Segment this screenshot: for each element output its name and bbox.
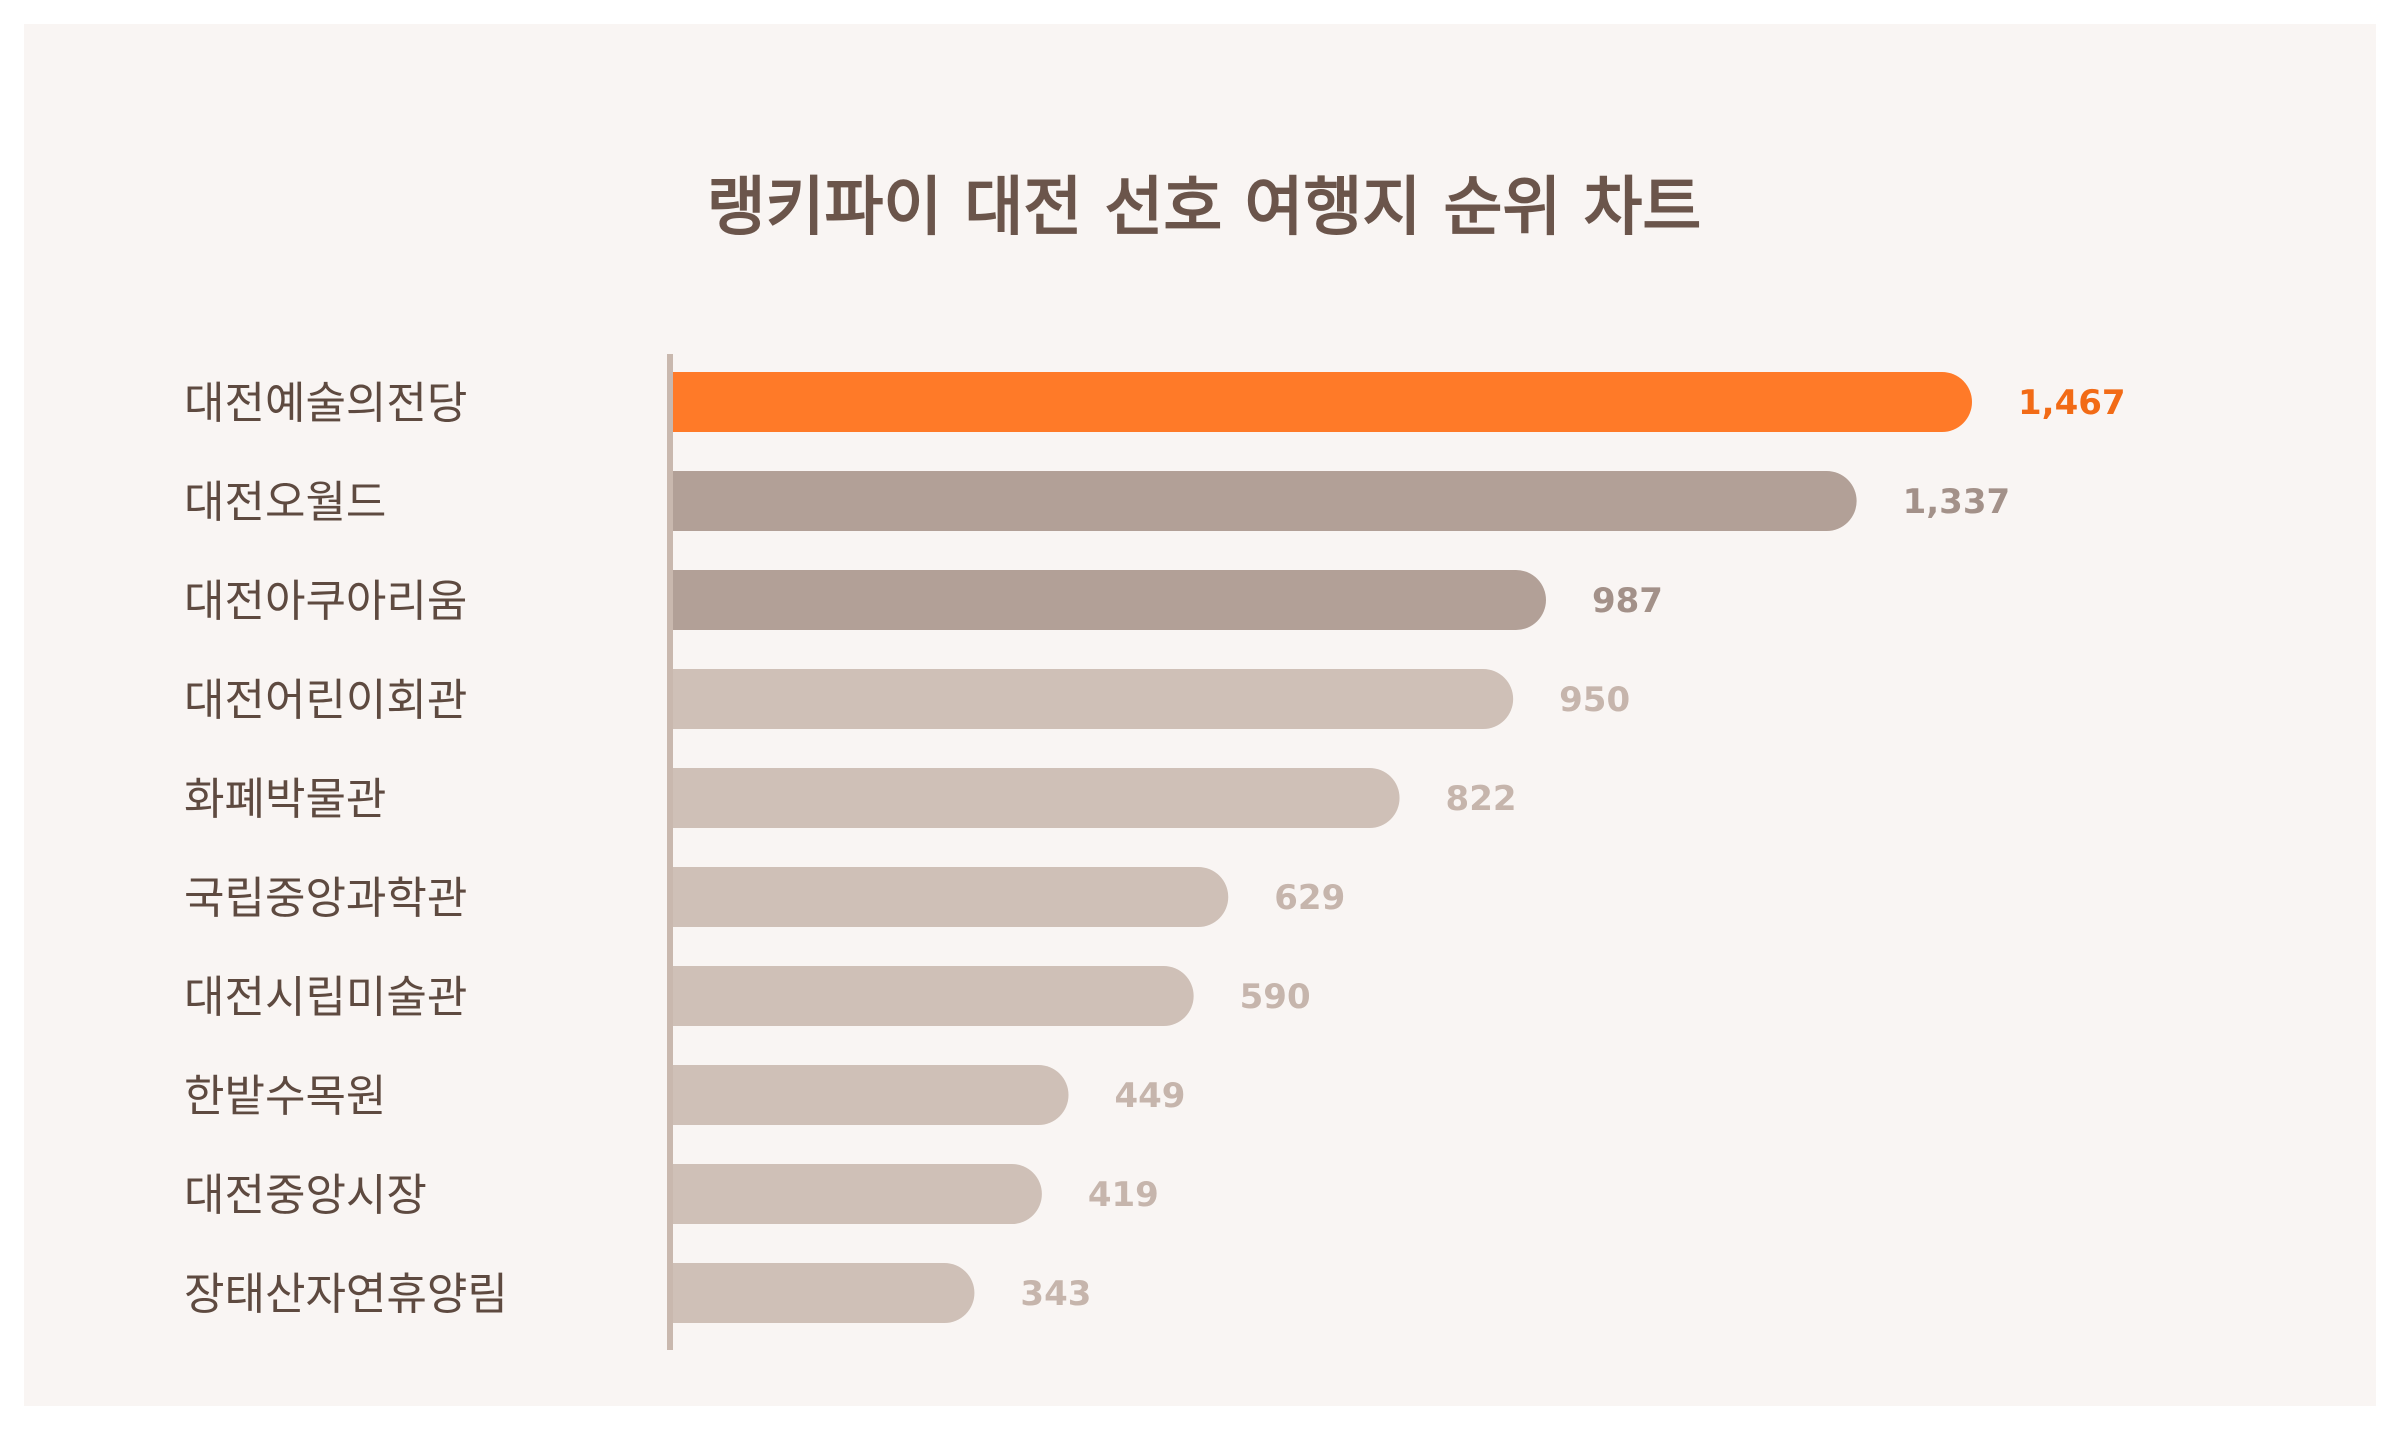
bar <box>670 471 1857 531</box>
value-label: 590 <box>1240 977 1311 1017</box>
category-label: 대전예술의전당 <box>184 378 467 429</box>
bar <box>670 669 1514 729</box>
chart-card: 랭키파이 대전 선호 여행지 순위 차트 대전예술의전당 1,467 대전오월드 1,… <box>24 24 2376 1406</box>
category-label: 대전아쿠아리움 <box>184 576 467 627</box>
chart-rows: 대전예술의전당 1,467 대전오월드 1,337 대전아쿠아리움 987 대전어린이회관 9… <box>184 372 2126 1323</box>
value-label: 343 <box>1020 1274 1091 1314</box>
bar <box>670 570 1546 630</box>
category-label: 화폐박물관 <box>184 774 386 825</box>
bar <box>670 867 1229 927</box>
category-label: 대전오월드 <box>184 477 386 528</box>
value-label: 629 <box>1274 878 1345 918</box>
category-label: 한밭수목원 <box>184 1071 386 1122</box>
value-label: 950 <box>1559 680 1630 720</box>
bar-chart: 랭키파이 대전 선호 여행지 순위 차트 대전예술의전당 1,467 대전오월드 1,… <box>184 171 2126 1350</box>
bar <box>670 966 1194 1026</box>
category-label: 장태산자연휴양림 <box>184 1269 508 1320</box>
chart-title: 랭키파이 대전 선호 여행지 순위 차트 <box>707 171 1702 245</box>
category-label: 대전중앙시장 <box>184 1170 427 1221</box>
bar <box>670 1164 1042 1224</box>
bar <box>670 1263 975 1323</box>
category-label: 대전시립미술관 <box>184 972 467 1023</box>
category-label: 국립중앙과학관 <box>184 873 467 924</box>
value-label: 1,337 <box>1903 482 2011 522</box>
bar <box>670 372 1972 432</box>
value-label: 987 <box>1592 581 1663 621</box>
value-label: 822 <box>1446 779 1517 819</box>
value-label: 449 <box>1114 1076 1185 1116</box>
bar <box>670 1065 1069 1125</box>
category-label: 대전어린이회관 <box>184 675 467 726</box>
bar <box>670 768 1400 828</box>
value-label: 1,467 <box>2018 383 2126 423</box>
value-label: 419 <box>1088 1175 1159 1215</box>
